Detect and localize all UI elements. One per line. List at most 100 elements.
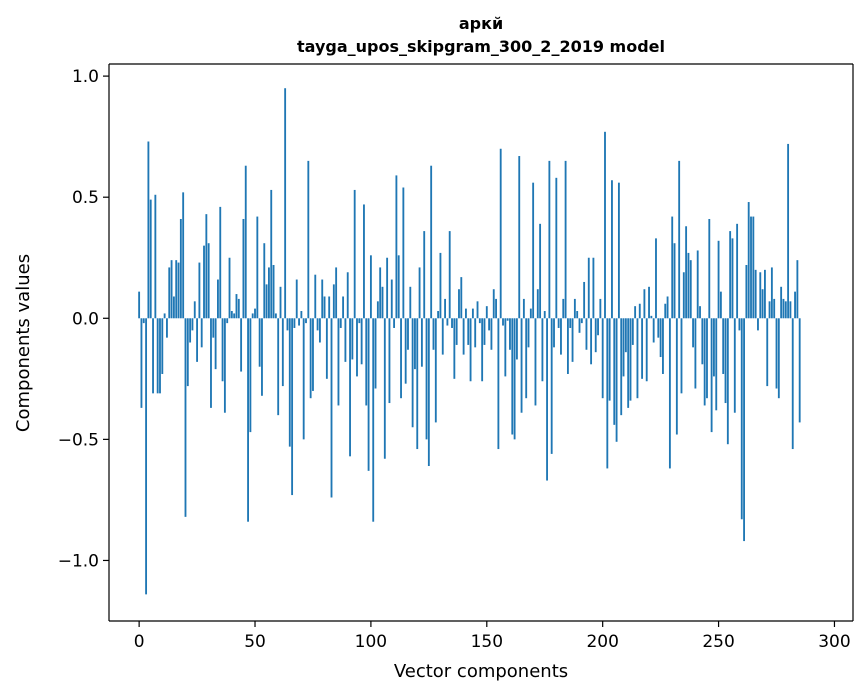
bar: [309, 318, 312, 399]
bar: [166, 318, 168, 338]
bar: [671, 216, 674, 319]
bar: [390, 279, 393, 319]
bar: [460, 277, 463, 319]
bar: [316, 318, 319, 331]
bar: [274, 313, 277, 319]
bar: [448, 231, 451, 319]
bar: [696, 250, 699, 319]
bar: [207, 243, 210, 319]
bar: [573, 298, 576, 319]
bar: [332, 284, 335, 319]
bar: [483, 318, 486, 345]
bar: [367, 318, 370, 471]
y-tick-label: 1.0: [72, 67, 99, 87]
bar: [263, 243, 266, 319]
x-tick-label: 250: [702, 632, 734, 652]
bar: [680, 318, 683, 394]
bar: [509, 318, 511, 350]
bar: [601, 318, 604, 399]
bar: [223, 318, 226, 413]
bar: [604, 131, 606, 319]
bar: [513, 318, 516, 440]
bar: [543, 311, 546, 319]
bar: [770, 267, 773, 319]
bar: [210, 318, 212, 408]
bar: [312, 318, 314, 391]
bar: [138, 291, 141, 319]
bar: [527, 318, 530, 348]
bar: [434, 318, 437, 423]
bar: [402, 187, 405, 319]
bar: [622, 318, 625, 377]
bar: [270, 189, 273, 319]
bar: [717, 240, 720, 319]
bar: [425, 318, 428, 440]
bar: [488, 318, 491, 331]
bar: [759, 272, 762, 319]
bar: [794, 291, 796, 319]
bar: [314, 274, 317, 319]
bar: [175, 260, 178, 319]
bar: [764, 269, 766, 319]
bar: [374, 318, 377, 389]
bar: [629, 318, 632, 401]
bar: [179, 218, 182, 319]
bar: [529, 308, 532, 319]
bar: [743, 318, 745, 542]
y-axis-label: Components values: [13, 254, 34, 432]
bar: [777, 318, 780, 399]
bar: [652, 318, 655, 343]
bar: [668, 318, 671, 469]
bar: [546, 318, 548, 481]
bar: [300, 311, 303, 319]
bar: [752, 216, 755, 319]
bar: [451, 318, 453, 328]
bar: [729, 231, 732, 319]
bar: [636, 318, 639, 399]
bar: [713, 318, 715, 377]
bar: [599, 298, 602, 319]
bar: [634, 306, 637, 319]
bar: [775, 318, 778, 389]
bar: [244, 165, 247, 319]
x-axis-ticks: 0 50 100 150 200 250 300: [134, 621, 851, 652]
bar: [736, 223, 739, 319]
bar: [420, 318, 423, 367]
bar: [706, 318, 708, 399]
bar: [699, 306, 701, 319]
bar: [550, 318, 553, 454]
bar: [594, 318, 597, 353]
bar: [645, 318, 648, 382]
bar: [323, 296, 326, 319]
bar: [740, 318, 743, 520]
bar: [172, 296, 175, 319]
bar: [372, 318, 375, 522]
bar: [383, 318, 386, 459]
bars-group: [138, 88, 801, 595]
bar: [492, 289, 495, 319]
bar: [627, 318, 630, 408]
bar: [490, 318, 493, 350]
bar: [404, 318, 407, 384]
bar: [407, 318, 409, 350]
bar: [745, 265, 748, 319]
bar: [518, 156, 521, 319]
bar: [346, 272, 349, 319]
bar: [411, 318, 414, 428]
bar: [578, 318, 581, 333]
bar: [562, 298, 565, 319]
bar: [400, 318, 402, 399]
bar: [541, 318, 544, 382]
bar: [469, 318, 472, 382]
bar: [268, 267, 270, 319]
bar: [242, 218, 245, 319]
bar: [302, 318, 305, 440]
bar: [356, 318, 358, 377]
bar: [455, 318, 458, 345]
bar: [379, 267, 382, 319]
y-tick-label: −1.0: [58, 551, 99, 571]
bar: [254, 308, 256, 319]
bar: [796, 260, 799, 319]
bar: [228, 257, 231, 319]
bar: [787, 143, 790, 319]
